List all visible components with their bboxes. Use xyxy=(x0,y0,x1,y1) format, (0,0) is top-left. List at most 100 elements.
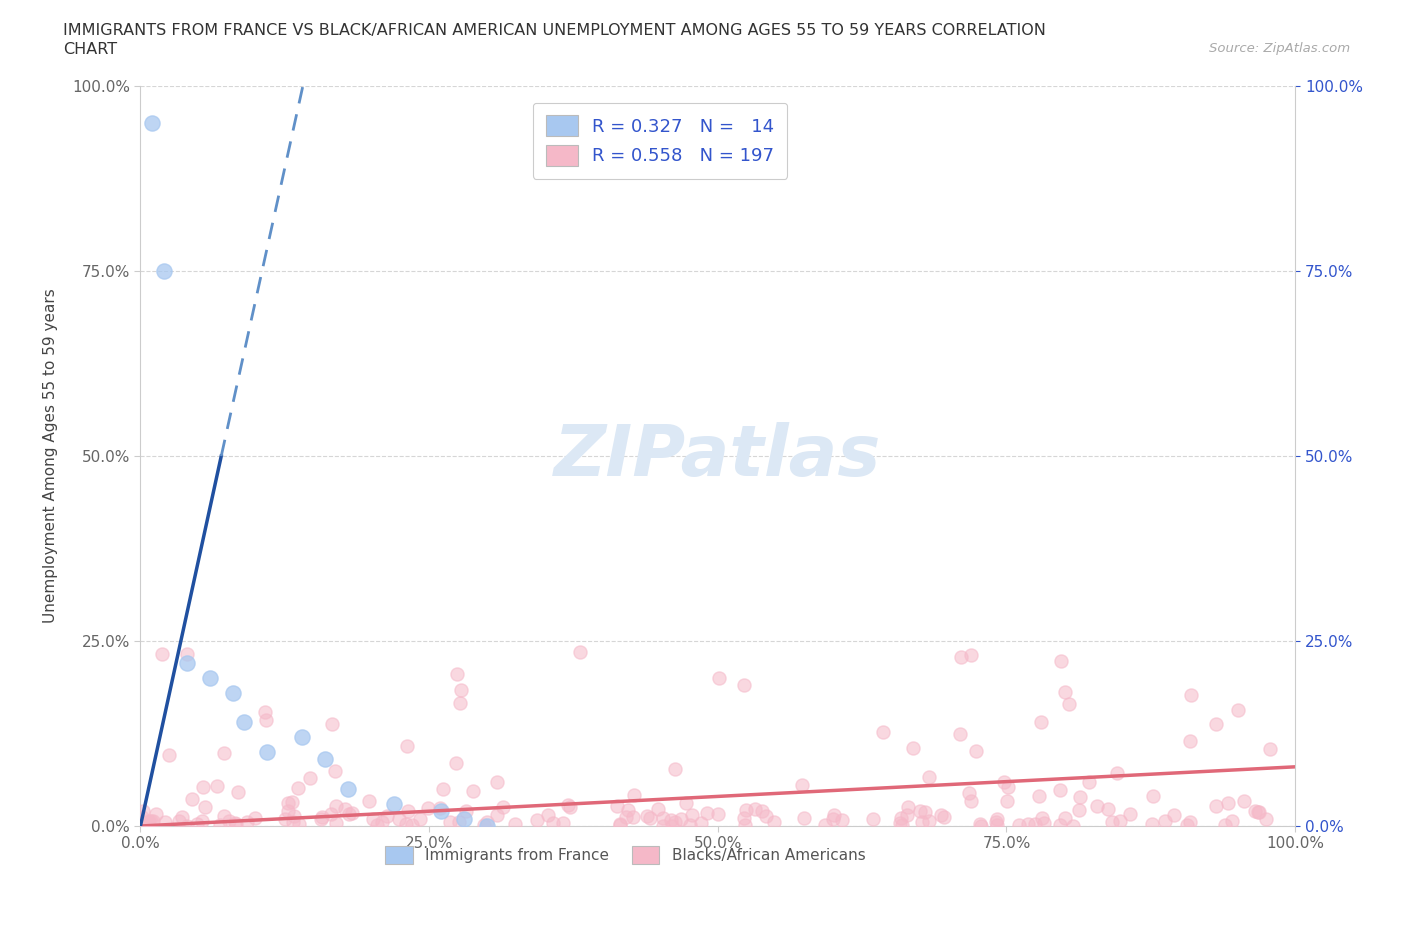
Point xyxy=(1049,782,1071,797)
Point xyxy=(191,814,214,829)
Legend: Immigrants from France, Blacks/African Americans: Immigrants from France, Blacks/African A… xyxy=(380,841,872,870)
Point xyxy=(1049,818,1071,833)
Point xyxy=(288,817,311,831)
Point xyxy=(1049,654,1071,669)
Point xyxy=(212,808,235,823)
Point xyxy=(176,646,198,661)
Point xyxy=(1205,798,1227,813)
Point xyxy=(690,816,713,830)
Point xyxy=(153,815,176,830)
Point xyxy=(277,796,299,811)
Point xyxy=(176,818,198,833)
Point xyxy=(139,814,162,829)
Point xyxy=(623,788,645,803)
Point xyxy=(948,727,970,742)
Point xyxy=(986,817,1008,832)
Y-axis label: Unemployment Among Ages 55 to 59 years: Unemployment Among Ages 55 to 59 years xyxy=(44,288,58,623)
Point xyxy=(446,667,468,682)
Point xyxy=(1205,717,1227,732)
Point xyxy=(957,786,980,801)
Point xyxy=(557,798,579,813)
Point xyxy=(762,815,785,830)
Point xyxy=(696,805,718,820)
Point xyxy=(823,807,845,822)
Point xyxy=(995,793,1018,808)
Point xyxy=(734,817,756,832)
Point xyxy=(384,796,406,811)
Point xyxy=(138,817,160,831)
Point xyxy=(735,803,758,817)
Point xyxy=(1220,814,1243,829)
Point xyxy=(371,815,394,830)
Point xyxy=(889,816,911,830)
Point xyxy=(890,811,912,826)
Point xyxy=(1097,802,1119,817)
Point xyxy=(321,717,343,732)
Point xyxy=(486,774,509,789)
Point xyxy=(664,762,686,777)
Point xyxy=(152,263,174,278)
Point xyxy=(193,779,215,794)
Point xyxy=(651,818,673,833)
Text: CHART: CHART xyxy=(63,42,117,57)
Point xyxy=(274,812,297,827)
Point xyxy=(311,810,333,825)
Point xyxy=(453,811,475,826)
Point xyxy=(790,777,813,792)
Point xyxy=(569,644,592,659)
Point xyxy=(337,807,360,822)
Point xyxy=(157,748,180,763)
Point xyxy=(890,817,912,832)
Point xyxy=(492,799,515,814)
Point xyxy=(449,696,471,711)
Point xyxy=(236,814,259,829)
Point xyxy=(281,794,304,809)
Point xyxy=(503,817,526,831)
Point xyxy=(929,807,952,822)
Point xyxy=(614,810,637,825)
Point xyxy=(1032,816,1054,830)
Point xyxy=(396,804,419,818)
Point xyxy=(1180,687,1202,702)
Point xyxy=(138,816,160,830)
Point xyxy=(409,811,432,826)
Point xyxy=(537,807,560,822)
Point xyxy=(997,779,1019,794)
Text: IMMIGRANTS FROM FRANCE VS BLACK/AFRICAN AMERICAN UNEMPLOYMENT AMONG AGES 55 TO 5: IMMIGRANTS FROM FRANCE VS BLACK/AFRICAN … xyxy=(63,23,1046,38)
Point xyxy=(132,816,155,830)
Point xyxy=(375,808,398,823)
Point xyxy=(283,815,305,830)
Point xyxy=(205,778,228,793)
Point xyxy=(969,817,991,831)
Point xyxy=(475,818,498,833)
Point xyxy=(138,813,160,828)
Point xyxy=(744,802,766,817)
Point xyxy=(1101,814,1123,829)
Point xyxy=(388,811,411,826)
Point xyxy=(1226,702,1249,717)
Point xyxy=(897,799,920,814)
Point xyxy=(186,817,208,831)
Point xyxy=(1031,811,1053,826)
Point xyxy=(1180,815,1202,830)
Point xyxy=(224,816,246,830)
Point xyxy=(429,800,451,815)
Point xyxy=(647,802,669,817)
Point xyxy=(638,810,661,825)
Point xyxy=(1085,799,1108,814)
Point xyxy=(212,746,235,761)
Point xyxy=(291,730,314,745)
Point xyxy=(814,817,837,832)
Point xyxy=(609,817,631,831)
Point xyxy=(366,817,388,832)
Point xyxy=(1054,684,1077,699)
Point xyxy=(319,806,342,821)
Point xyxy=(254,712,277,727)
Point xyxy=(970,818,993,833)
Point xyxy=(226,785,249,800)
Point xyxy=(755,808,778,823)
Point xyxy=(1007,818,1029,833)
Point xyxy=(1057,697,1080,711)
Point xyxy=(541,816,564,830)
Point xyxy=(1119,806,1142,821)
